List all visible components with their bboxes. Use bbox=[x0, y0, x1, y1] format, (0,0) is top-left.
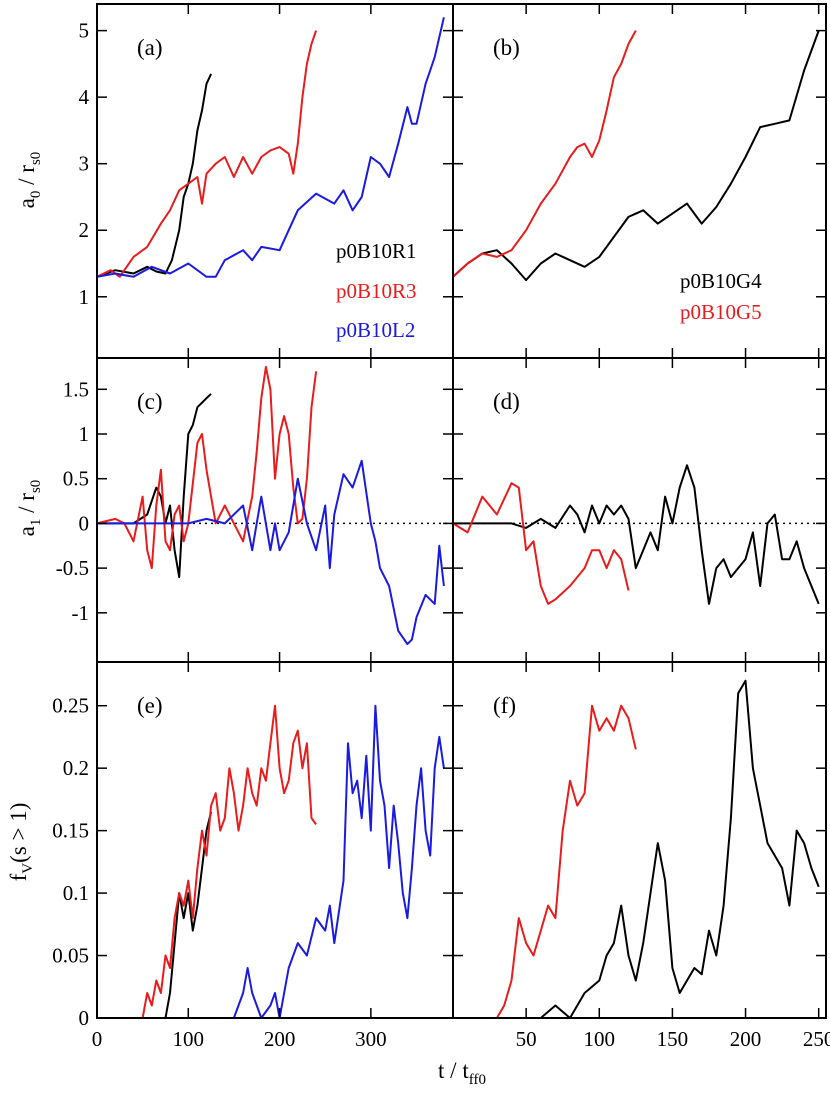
series-line-p0B10R1 bbox=[164, 811, 213, 1019]
y-tick-label: 0 bbox=[79, 511, 90, 535]
panel-a: 1 2 3 4 5 (a) bbox=[79, 3, 454, 359]
y-tick-label: 0.1 bbox=[63, 881, 89, 905]
y-tick-label: 0.25 bbox=[52, 694, 89, 718]
y-tick-label: -1 bbox=[72, 601, 90, 625]
y-tick-label: 0.05 bbox=[52, 944, 89, 968]
series-line-p0B10G5 bbox=[452, 30, 637, 278]
x-axis-title: t / tff0 bbox=[438, 1058, 486, 1088]
panel-label-e: (e) bbox=[137, 693, 163, 718]
series-line-p0B10L2 bbox=[96, 17, 445, 278]
y-tick-label: 2 bbox=[79, 218, 90, 242]
legend-p0B10R1: p0B10R1 bbox=[336, 239, 417, 263]
y-tick-label: 1 bbox=[79, 285, 90, 309]
x-tick-label: 300 bbox=[355, 1027, 387, 1051]
x-tick-label: 0 bbox=[92, 1027, 103, 1051]
series-line-p0B10G5 bbox=[452, 482, 630, 605]
legend-p0B10G5: p0B10G5 bbox=[680, 300, 762, 324]
series-line-p0B10L2 bbox=[97, 459, 445, 646]
series-line-p0B10R1 bbox=[96, 73, 213, 278]
y-tick-label: 3 bbox=[79, 152, 90, 176]
series-line-p0B10R3 bbox=[96, 30, 318, 278]
y-tick-label: -0.5 bbox=[56, 556, 89, 580]
panel-label-c: (c) bbox=[137, 389, 163, 414]
series-line-p0B10G4 bbox=[452, 30, 820, 282]
x-tick-label: 250 bbox=[803, 1027, 830, 1051]
x-tick-label: 100 bbox=[173, 1027, 205, 1051]
x-tick-label: 100 bbox=[584, 1027, 616, 1051]
panel-e: 0 0.05 0.1 0.15 0.2 0.25 0 100 200 300 (e) bbox=[52, 661, 454, 1051]
y-axis-title-a1: a1 / rs0 bbox=[14, 480, 44, 537]
series-line-p0B10R3 bbox=[96, 365, 318, 570]
y-tick-label: 1 bbox=[79, 422, 90, 446]
series-line-p0B10R3 bbox=[141, 704, 317, 1019]
series-line-p0B10G4 bbox=[453, 464, 820, 605]
legend-p0B10G4: p0B10G4 bbox=[680, 269, 762, 293]
panel-b: (b) bbox=[452, 3, 827, 359]
y-tick-label: 0 bbox=[79, 1006, 90, 1030]
y-tick-label: 0.5 bbox=[63, 467, 89, 491]
panel-d: (d) bbox=[452, 357, 827, 663]
panel-label-a: (a) bbox=[137, 35, 163, 60]
legend-p0B10R3: p0B10R3 bbox=[336, 279, 417, 303]
y-tick-label: 0.15 bbox=[52, 819, 89, 843]
x-tick-label: 200 bbox=[264, 1027, 296, 1051]
panel-frame bbox=[452, 661, 827, 1019]
y-tick-label: 0.2 bbox=[63, 756, 89, 780]
y-tick-label: 4 bbox=[79, 85, 90, 109]
legend-p0B10L2: p0B10L2 bbox=[336, 318, 415, 342]
panel-label-d: (d) bbox=[493, 389, 520, 414]
x-tick-label: 200 bbox=[730, 1027, 762, 1051]
y-axis-title-a0: a0 / rs0 bbox=[14, 152, 44, 209]
x-tick-label: 50 bbox=[516, 1027, 537, 1051]
panel-label-f: (f) bbox=[493, 693, 516, 718]
y-axis-title-fv: fV(s > 1) bbox=[6, 803, 36, 882]
series-line-p0B10R1 bbox=[97, 393, 212, 579]
series-line-p0B10L2 bbox=[232, 704, 445, 1019]
panel-c: -1 -0.5 0 0.5 1 1.5 (c) bbox=[56, 357, 454, 663]
series-line-p0B10G5 bbox=[453, 704, 637, 1019]
y-tick-label: 5 bbox=[79, 19, 90, 43]
x-tick-label: 150 bbox=[657, 1027, 689, 1051]
y-tick-label: 1.5 bbox=[63, 377, 89, 401]
panel-f: 50 100 150 200 250 (f) bbox=[452, 661, 830, 1051]
series-line-p0B10G4 bbox=[540, 679, 820, 1019]
panel-label-b: (b) bbox=[493, 35, 520, 60]
